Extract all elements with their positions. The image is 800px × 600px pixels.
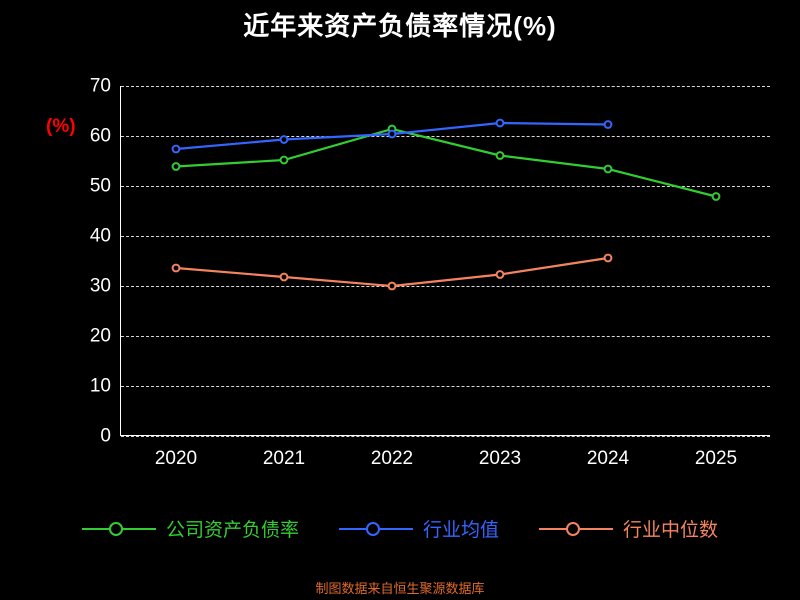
y-axis-tick: 20 [89,325,111,347]
y-axis-tick: 10 [89,375,111,397]
data-point[interactable] [495,118,505,128]
data-point[interactable] [279,272,289,282]
grid-line [121,336,770,337]
grid-line [121,286,770,287]
data-point[interactable] [171,144,181,154]
y-axis-tick: 50 [89,175,111,197]
legend-item-company[interactable]: 公司资产负债率 [81,515,299,542]
legend-label-industry-mean: 行业均值 [422,520,499,541]
legend-swatch-industry-mean [338,520,413,538]
data-point[interactable] [603,253,613,263]
plot-area: 0 10 20 30 40 50 60 70 2020 2021 2022 2023 2024 2025 [90,77,770,468]
x-axis-tick: 2024 [586,448,630,469]
legend-label-industry-median: 行业中位数 [623,520,719,541]
data-point[interactable] [387,281,397,291]
data-point[interactable] [279,155,289,165]
x-axis-tick: 2021 [262,448,306,469]
legend-label-company: 公司资产负债率 [165,520,299,541]
legend-swatch-company [81,520,156,538]
chart-legend: 公司资产负债率 行业均值 行业中位数 [0,515,800,542]
chart-footer: 制图数据来自恒生聚源数据库 [0,578,800,597]
y-axis-tick: 40 [89,225,111,247]
chart-footer-text: 制图数据来自恒生聚源数据库 [315,581,485,596]
grid-line [121,386,770,387]
grid-line [121,186,770,187]
y-axis-tick: 70 [89,75,111,97]
y-axis-tick: 30 [89,275,111,297]
y-axis-tick: 60 [89,125,111,147]
y-axis-label: (%) [46,116,76,137]
series-layer [171,118,721,291]
legend-swatch-industry-median [539,520,613,538]
data-point[interactable] [495,151,505,160]
grid-line [121,436,770,437]
chart-title: 近年来资产负债率情况(%) [243,11,557,41]
data-point[interactable] [711,192,721,201]
x-axis-tick: 2022 [370,448,414,469]
x-axis-tick: 2023 [478,448,522,469]
legend-item-industry-median[interactable]: 行业中位数 [539,515,718,542]
data-point[interactable] [279,135,289,144]
grid-line [121,236,770,237]
grid-line [121,136,770,137]
data-point[interactable] [603,120,613,129]
series-line [175,127,717,198]
x-axis-tick: 2020 [154,448,198,469]
data-point[interactable] [603,164,613,174]
data-point[interactable] [495,270,505,279]
data-point[interactable] [171,162,181,171]
grid-line [121,86,770,87]
y-axis-tick: 0 [100,425,111,447]
data-point[interactable] [171,263,181,273]
x-axis-tick: 2025 [694,448,738,469]
data-point[interactable] [387,129,397,139]
legend-item-industry-mean[interactable]: 行业均值 [338,515,499,542]
